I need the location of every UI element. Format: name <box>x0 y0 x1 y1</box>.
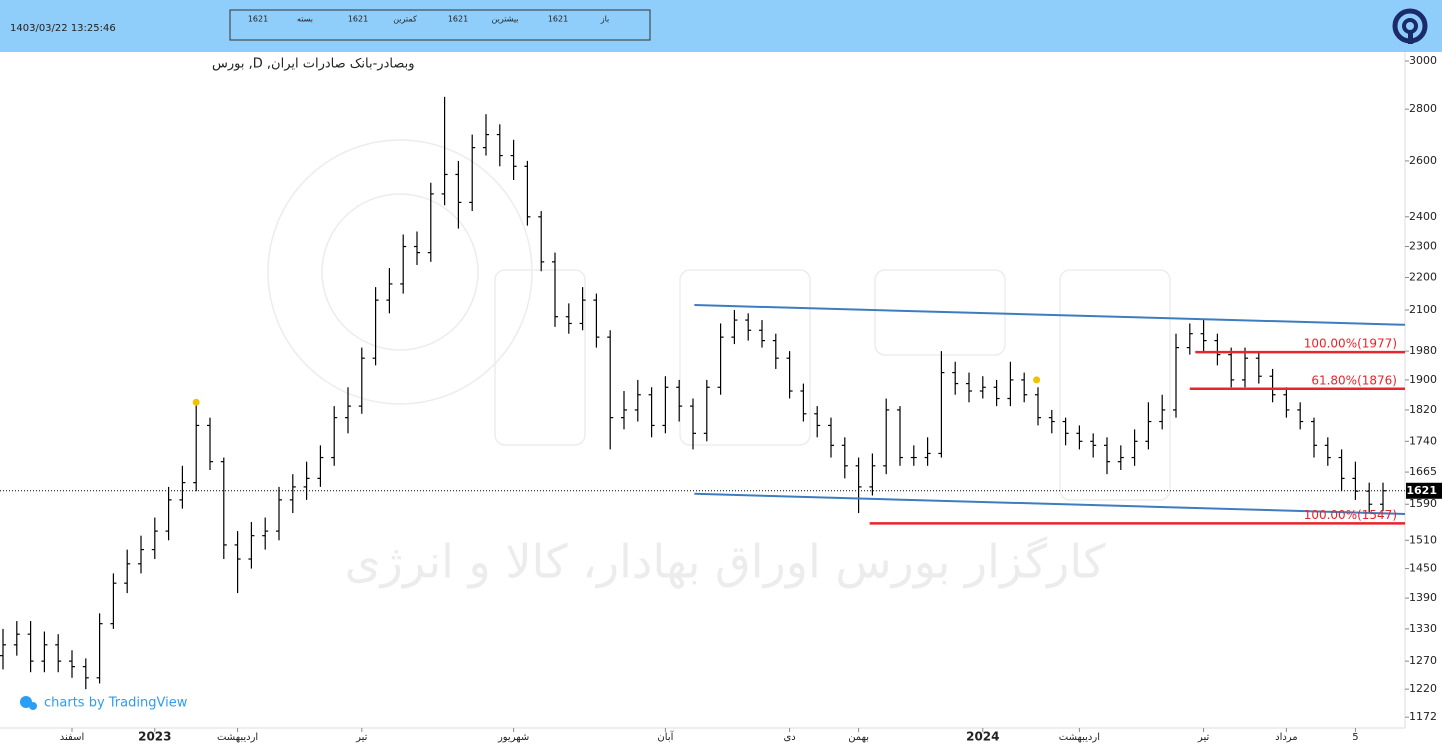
tradingview-logo <box>20 696 37 710</box>
last-price-label: 1621 <box>1406 484 1437 497</box>
y-tick-label: 1390 <box>1409 591 1437 604</box>
x-tick-label: اسفند <box>60 732 84 743</box>
trendline <box>694 492 1406 515</box>
watermark-logo <box>267 139 1171 501</box>
last-price-box <box>1406 482 1442 499</box>
quote-value: 1621 <box>348 15 368 24</box>
x-tick-label: اردیبهشت <box>1059 732 1100 743</box>
x-tick-label: مرداد <box>1275 732 1298 743</box>
y-tick-label: 1590 <box>1409 497 1437 510</box>
x-tick-label: شهریور <box>497 732 529 743</box>
y-tick-label: 1820 <box>1409 403 1437 416</box>
watermark-text: کارگزار بورس اوراق بهادار، کالا و انرژی <box>345 535 1106 590</box>
quote-value: 1621 <box>548 15 568 24</box>
x-tick-label: بهمن <box>848 732 869 743</box>
x-tick-label: 2024 <box>966 730 999 744</box>
x-tick-label: آبان <box>657 730 674 743</box>
y-tick-label: 2200 <box>1409 271 1437 284</box>
x-tick-label: تیر <box>355 732 368 743</box>
y-tick-label: 1270 <box>1409 654 1437 667</box>
datetime: 1403/03/22 13:25:46 <box>10 23 116 34</box>
attribution: charts by TradingView <box>44 696 188 711</box>
level-label: 100.00%(1547) <box>1304 508 1397 522</box>
x-tick-label: دی <box>783 732 795 743</box>
y-tick-label: 1510 <box>1409 533 1437 546</box>
quote-label: بسته <box>297 15 313 24</box>
logo <box>1392 8 1428 44</box>
y-tick-label: 1900 <box>1409 373 1437 386</box>
quote-label: بیشترین <box>492 15 519 24</box>
y-tick-label: 1740 <box>1409 434 1437 447</box>
y-tick-label: 1172 <box>1409 710 1437 723</box>
y-tick-label: 1330 <box>1409 622 1437 635</box>
marker <box>192 398 200 406</box>
quote-box <box>229 9 651 41</box>
trendline <box>694 304 1406 326</box>
marker <box>1033 376 1041 384</box>
quotes: 1621 بسته 1621 کمترین 1621 بیشترین 1621 باز <box>248 15 609 24</box>
x-tick-label: 2023 <box>138 730 171 744</box>
y-tick-label: 2400 <box>1409 210 1437 223</box>
level-label: 61.80%(1876) <box>1311 373 1397 387</box>
quote-label: کمترین <box>393 15 417 24</box>
level-label: 100.00%(1977) <box>1304 337 1397 351</box>
quote-value: 1621 <box>448 15 468 24</box>
y-tick-label: 3000 <box>1409 54 1437 67</box>
y-tick-label: 2800 <box>1409 102 1437 115</box>
y-tick-label: 1450 <box>1409 562 1437 575</box>
y-tick-label: 1220 <box>1409 682 1437 695</box>
quote-label: باز <box>600 15 610 24</box>
y-tick-label: 2600 <box>1409 154 1437 167</box>
x-tick-label: اردیبهشت <box>217 732 258 743</box>
header-bar <box>0 0 1442 52</box>
x-tick-label: 5 <box>1352 732 1358 743</box>
plot <box>0 96 1386 690</box>
chart-title: وبصادر-بانک صادرات ایران, D, بورس <box>212 57 415 72</box>
y-tick-label: 2100 <box>1409 303 1437 316</box>
y-tick-label: 1980 <box>1409 344 1437 357</box>
y-tick-label: 2300 <box>1409 240 1437 253</box>
x-tick-label: تیر <box>1197 732 1210 743</box>
quote-value: 1621 <box>248 15 268 24</box>
y-tick-label: 1665 <box>1409 465 1437 478</box>
